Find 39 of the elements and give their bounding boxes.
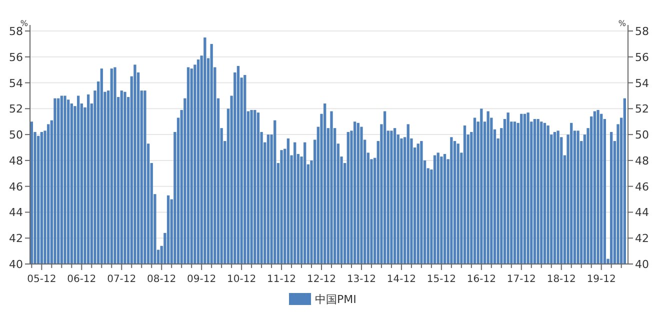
y2-tick-label: 56 bbox=[635, 50, 649, 64]
y-tick-label: 52 bbox=[9, 102, 23, 116]
y-tick-label: 48 bbox=[9, 154, 23, 168]
legend: 中国PMI bbox=[289, 293, 356, 306]
x-tick-label: 06-12 bbox=[67, 274, 96, 285]
x-tick-label: 09-12 bbox=[187, 274, 216, 285]
y-tick-label: 40 bbox=[9, 258, 23, 271]
y-tick-label: 56 bbox=[9, 50, 23, 64]
x-tick-label: 08-12 bbox=[147, 274, 176, 285]
y-tick-label: 50 bbox=[9, 128, 23, 142]
x-tick-label: 16-12 bbox=[466, 274, 496, 285]
y2-tick-label: 42 bbox=[635, 232, 649, 246]
legend-label: 中国PMI bbox=[315, 293, 356, 306]
x-tick-label: 18-12 bbox=[546, 274, 576, 285]
y-tick-label: 42 bbox=[9, 232, 23, 246]
y2-tick-label: 46 bbox=[635, 180, 649, 194]
y2-tick-label: 52 bbox=[635, 102, 649, 116]
x-tick-label: 19-12 bbox=[586, 274, 616, 285]
y-tick-label: 58 bbox=[9, 25, 23, 38]
x-tick-label: 17-12 bbox=[506, 274, 536, 285]
y2-tick-label: 54 bbox=[635, 76, 649, 90]
x-tick-label: 05-12 bbox=[27, 274, 56, 285]
x-tick-label: 07-12 bbox=[107, 274, 136, 285]
x-tick-label: 11-12 bbox=[266, 274, 296, 285]
x-tick-label: 12-12 bbox=[306, 274, 336, 285]
y2-tick-label: 48 bbox=[635, 154, 649, 168]
x-tick-label: 13-12 bbox=[346, 274, 376, 285]
y2-tick-label: 40 bbox=[635, 258, 649, 271]
y-axis-title: % bbox=[20, 19, 28, 28]
y-tick-label: 44 bbox=[9, 206, 23, 220]
y2-tick-label: 50 bbox=[635, 128, 649, 142]
x-tick-label: 15-12 bbox=[426, 274, 456, 285]
y2-tick-label: 44 bbox=[635, 206, 649, 220]
y-tick-label: 46 bbox=[9, 180, 23, 194]
y2-tick-label: 58 bbox=[635, 25, 649, 38]
y-tick-label: 54 bbox=[9, 76, 23, 90]
x-tick-label: 14-12 bbox=[386, 274, 416, 285]
x-tick-label: 10-12 bbox=[227, 274, 256, 285]
y2-axis-title: % bbox=[618, 19, 626, 28]
